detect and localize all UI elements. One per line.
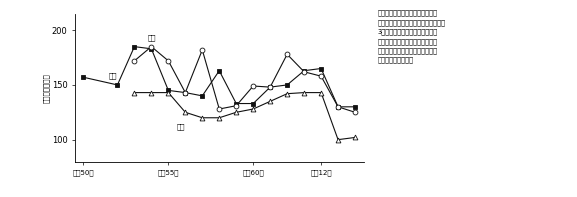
Text: 浸別: 浸別 [148, 34, 156, 41]
Text: 重量（ｇ）湿重: 重量（ｇ）湿重 [43, 73, 50, 103]
Text: 種累依存ホタテガイの資量の変化
（常居、浸別、紋別漁協の資料から）
3年貝夏～秋の資源量調査時の粗
重量を示した。各漁協により測定
方法が異なるので絶対値を比較: 種累依存ホタテガイの資量の変化 （常居、浸別、紋別漁協の資料から） 3年貝夏～秋… [378, 10, 446, 63]
Text: 常居: 常居 [109, 72, 118, 79]
Text: 紋別: 紋別 [177, 124, 185, 130]
